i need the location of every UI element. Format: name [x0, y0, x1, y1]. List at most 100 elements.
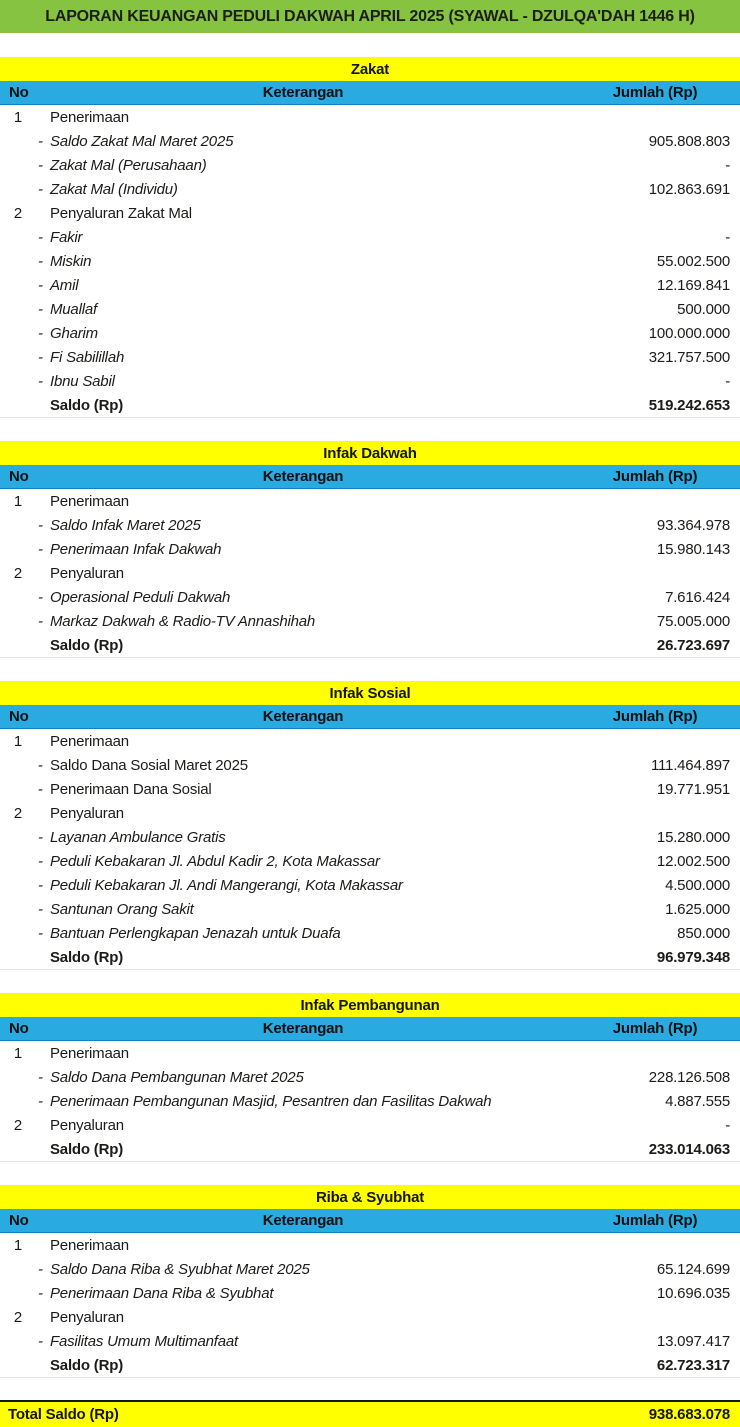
column-header-jumlah: Jumlah (Rp): [612, 1020, 698, 1037]
row-label: Penyaluran: [50, 1116, 124, 1134]
section: Infak Sosial No Keterangan Jumlah (Rp) 1…: [0, 681, 740, 970]
dash: -: [38, 252, 43, 270]
table-body: 1 Penerimaan - Saldo Infak Maret 2025 93.364…: [0, 489, 740, 657]
row-label-text: Muallaf: [50, 300, 97, 318]
table-row: 1 Penerimaan: [0, 1041, 740, 1065]
column-header-no: No: [9, 84, 29, 101]
table-row: - Saldo Dana Pembangunan Maret 2025 228.12…: [0, 1065, 740, 1089]
section: Riba & Syubhat No Keterangan Jumlah (Rp)…: [0, 1185, 740, 1378]
row-label-text: Fi Sabilillah: [50, 348, 125, 366]
dash: -: [38, 756, 43, 774]
table-header-row: No Keterangan Jumlah (Rp): [0, 1209, 740, 1233]
row-label-text: Saldo Dana Pembangunan Maret 2025: [50, 1068, 304, 1086]
table-row: 2 Penyaluran -: [0, 1113, 740, 1137]
row-amount: 233.014.063: [648, 1140, 730, 1158]
row-label-text: Peduli Kebakaran Jl. Abdul Kadir 2, Kota…: [50, 852, 380, 870]
table-row: - Peduli Kebakaran Jl. Abdul Kadir 2, Kot…: [0, 849, 740, 873]
saldo-row: Saldo (Rp) 62.723.317: [0, 1353, 740, 1377]
row-label: - Bantuan Perlengkapan Jenazah untuk Duaf…: [36, 925, 570, 942]
dash: -: [38, 228, 43, 246]
dash: -: [38, 1068, 43, 1086]
section: Zakat No Keterangan Jumlah (Rp) 1 Penerim…: [0, 57, 740, 418]
column-header-no: No: [9, 708, 29, 725]
row-amount: 228.126.508: [648, 1068, 730, 1086]
table-row: - Operasional Peduli Dakwah 7.616.424: [0, 585, 740, 609]
row-no: 1: [13, 732, 23, 750]
dash: -: [38, 516, 43, 534]
table-row: - Gharim 100.000.000: [0, 321, 740, 345]
row-label-text: Fasilitas Umum Multimanfaat: [50, 1332, 238, 1350]
row-label: - Saldo Dana Pembangunan Maret 2025: [36, 1069, 570, 1086]
row-label: - Zakat Mal (Individu): [36, 181, 570, 198]
row-label: - Penerimaan Dana Riba & Syubhat: [36, 1285, 570, 1302]
table-header-row: No Keterangan Jumlah (Rp): [0, 81, 740, 105]
row-label: Saldo (Rp): [50, 1356, 123, 1374]
row-label: - Saldo Dana Riba & Syubhat Maret 2025: [36, 1261, 570, 1278]
row-label: - Penerimaan Infak Dakwah: [36, 541, 570, 558]
table-row: - Fakir -: [0, 225, 740, 249]
section-title: Infak Dakwah: [0, 441, 740, 465]
row-label: - Penerimaan Pembangunan Masjid, Pesantre…: [36, 1093, 570, 1110]
row-label-text: Operasional Peduli Dakwah: [50, 588, 231, 606]
table-row: - Penerimaan Dana Sosial 19.771.951: [0, 777, 740, 801]
row-amount: 19.771.951: [656, 780, 730, 798]
section: Infak Dakwah No Keterangan Jumlah (Rp) 1…: [0, 441, 740, 658]
dash: -: [38, 828, 43, 846]
row-label: - Fakir: [36, 229, 570, 246]
saldo-row: Saldo (Rp) 96.979.348: [0, 945, 740, 969]
row-amount: 62.723.317: [656, 1356, 730, 1374]
table-row: 2 Penyaluran: [0, 801, 740, 825]
column-header-keterangan: Keterangan: [262, 84, 344, 101]
dash: -: [38, 324, 43, 342]
row-amount: -: [725, 372, 730, 390]
row-amount: 26.723.697: [656, 636, 730, 654]
row-label-text: Saldo Zakat Mal Maret 2025: [50, 132, 234, 150]
row-label-text: Ibnu Sabil: [50, 372, 115, 390]
row-label-text: Saldo Dana Riba & Syubhat Maret 2025: [50, 1260, 310, 1278]
row-label: - Saldo Infak Maret 2025: [36, 517, 570, 534]
row-label: Saldo (Rp): [50, 396, 123, 414]
row-amount: 55.002.500: [656, 252, 730, 270]
column-header-keterangan: Keterangan: [262, 708, 344, 725]
table-row: - Penerimaan Pembangunan Masjid, Pesantre…: [0, 1089, 740, 1113]
table-row: - Amil 12.169.841: [0, 273, 740, 297]
row-label-text: Markaz Dakwah & Radio-TV Annashihah: [50, 612, 316, 630]
row-label-text: Layanan Ambulance Gratis: [50, 828, 226, 846]
total-row: Total Saldo (Rp) 938.683.078: [0, 1400, 740, 1427]
row-no: 2: [13, 804, 23, 822]
table-row: - Layanan Ambulance Gratis 15.280.000: [0, 825, 740, 849]
total-label: Total Saldo (Rp): [8, 1406, 119, 1423]
row-label: Saldo (Rp): [50, 636, 123, 654]
table-row: - Miskin 55.002.500: [0, 249, 740, 273]
row-label: Penerimaan: [50, 1236, 129, 1254]
dash: -: [38, 852, 43, 870]
row-label: Penyaluran: [50, 564, 124, 582]
row-amount: 1.625.000: [665, 900, 730, 918]
saldo-row: Saldo (Rp) 519.242.653: [0, 393, 740, 417]
row-label-text: Saldo Infak Maret 2025: [50, 516, 201, 534]
section-title: Infak Pembangunan: [0, 993, 740, 1017]
row-label: Penyaluran: [50, 1308, 124, 1326]
table-row: - Fasilitas Umum Multimanfaat 13.097.417: [0, 1329, 740, 1353]
table-row: - Penerimaan Dana Riba & Syubhat 10.696.03…: [0, 1281, 740, 1305]
row-label-text: Penerimaan Pembangunan Masjid, Pesantren…: [50, 1092, 492, 1110]
row-amount: 111.464.897: [651, 756, 730, 774]
table-row: - Saldo Zakat Mal Maret 2025 905.808.803: [0, 129, 740, 153]
row-label: Saldo (Rp): [50, 948, 123, 966]
table-row: - Markaz Dakwah & Radio-TV Annashihah 75.0…: [0, 609, 740, 633]
column-header-jumlah: Jumlah (Rp): [612, 468, 698, 485]
dash: -: [38, 1260, 43, 1278]
row-amount: 12.002.500: [656, 852, 730, 870]
row-label: Penerimaan: [50, 732, 129, 750]
row-label: - Gharim: [36, 325, 570, 342]
row-amount: 15.980.143: [656, 540, 730, 558]
report-title: LAPORAN KEUANGAN PEDULI DAKWAH APRIL 202…: [0, 0, 740, 33]
row-amount: 10.696.035: [656, 1284, 730, 1302]
report-sections: Zakat No Keterangan Jumlah (Rp) 1 Penerim…: [0, 57, 740, 1378]
table-body: 1 Penerimaan - Saldo Dana Sosial Maret 2025…: [0, 729, 740, 969]
row-amount: 850.000: [677, 924, 730, 942]
row-label: - Muallaf: [36, 301, 570, 318]
table-row: - Santunan Orang Sakit 1.625.000: [0, 897, 740, 921]
row-amount: 500.000: [677, 300, 730, 318]
